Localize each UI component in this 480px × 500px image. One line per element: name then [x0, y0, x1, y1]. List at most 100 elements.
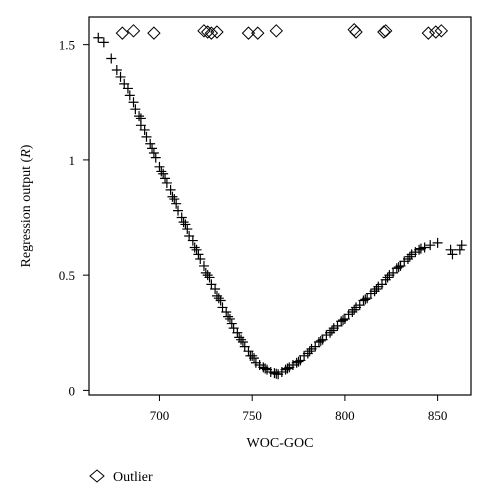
- plus-point: [221, 307, 232, 318]
- plus-point: [191, 244, 202, 255]
- plus-point: [130, 104, 141, 115]
- plus-point: [232, 327, 243, 338]
- plus-point: [147, 143, 158, 154]
- plus-point: [193, 249, 204, 260]
- plus-point: [415, 243, 426, 254]
- plus-point: [173, 205, 184, 216]
- plus-point: [106, 53, 117, 64]
- plus-point: [128, 97, 139, 108]
- x-tick-label: 700: [150, 408, 170, 423]
- plus-point: [210, 283, 221, 294]
- plus-point: [180, 219, 191, 230]
- plus-point: [167, 191, 178, 202]
- outlier-point: [197, 24, 211, 38]
- plus-point: [139, 124, 150, 135]
- plus-point: [226, 318, 237, 329]
- plus-point: [178, 217, 189, 228]
- plus-point: [161, 177, 172, 188]
- plus-point: [454, 244, 465, 255]
- outlier-point: [200, 25, 215, 39]
- plus-point: [360, 294, 371, 305]
- plus-point: [304, 346, 315, 357]
- plus-point: [447, 249, 458, 260]
- outlier-point: [269, 24, 283, 38]
- data-points: [93, 22, 467, 380]
- y-axis-title: Regression output (R): [19, 144, 34, 267]
- outlier-point: [210, 25, 224, 39]
- plus-point: [124, 90, 135, 101]
- x-tick-label: 750: [242, 408, 262, 423]
- outlier-point: [378, 24, 393, 38]
- plus-point: [247, 350, 258, 361]
- plus-point: [145, 138, 156, 149]
- plus-point: [282, 363, 293, 374]
- plus-point: [271, 368, 282, 379]
- outlier-point: [429, 25, 443, 39]
- plus-point: [150, 152, 161, 163]
- plus-point: [425, 240, 436, 251]
- plus-point: [98, 37, 109, 48]
- plus-point: [158, 168, 169, 179]
- plus-point: [456, 240, 467, 251]
- plus-point: [154, 161, 165, 172]
- plus-point: [213, 293, 224, 304]
- plot-frame: [88, 16, 472, 396]
- y-tick-label: 1.5: [59, 38, 75, 53]
- plus-point: [202, 270, 213, 281]
- plus-point: [414, 244, 425, 255]
- plus-point: [198, 260, 209, 271]
- plus-point: [134, 111, 145, 122]
- plus-point: [111, 65, 122, 76]
- outlier-point: [204, 26, 219, 40]
- plus-point: [382, 272, 393, 283]
- plus-point: [122, 83, 133, 94]
- plus-point: [432, 237, 443, 248]
- plus-point: [187, 235, 198, 246]
- legend: Outlier: [89, 469, 153, 485]
- plus-point: [237, 336, 248, 347]
- y-tick-label: 0.5: [59, 268, 75, 283]
- plus-point: [260, 363, 271, 374]
- x-tick-label: 850: [428, 408, 448, 423]
- outlier-point: [434, 24, 449, 38]
- plus-point: [160, 173, 171, 184]
- legend-diamond-marker: [89, 469, 105, 483]
- plus-point: [141, 131, 152, 142]
- y-axis-ticks: 0 0.5 1 1.5: [59, 38, 89, 398]
- y-tick-label: 1: [69, 153, 76, 168]
- outlier-point: [347, 22, 361, 37]
- plus-point: [135, 113, 146, 124]
- outlier-point: [349, 25, 363, 39]
- plus-point: [236, 334, 247, 345]
- plus-point: [326, 325, 337, 336]
- plus-point: [224, 313, 235, 324]
- plus-point: [195, 254, 206, 265]
- plus-point: [223, 311, 234, 322]
- outlier-point: [115, 26, 130, 40]
- plus-point: [148, 147, 159, 158]
- plus-point: [315, 335, 326, 346]
- plus-point: [156, 166, 167, 177]
- outlier-point: [126, 24, 141, 38]
- outlier-point: [421, 26, 436, 40]
- x-axis-ticks: 700 750 800 850: [150, 395, 448, 423]
- plus-point: [349, 304, 360, 315]
- plus-point: [169, 194, 180, 205]
- plus-point: [115, 71, 126, 82]
- plus-point: [215, 295, 226, 306]
- outlier-point: [147, 26, 161, 40]
- plus-point: [176, 212, 187, 223]
- plus-point: [182, 224, 193, 235]
- legend-label-outlier: Outlier: [113, 470, 153, 485]
- plus-point: [338, 315, 349, 326]
- x-axis-title: WOC-GOC: [247, 436, 314, 451]
- y-tick-label: 0: [69, 383, 76, 398]
- plus-point: [93, 32, 104, 43]
- plus-point: [189, 242, 200, 253]
- plus-point: [293, 356, 304, 367]
- outlier-point: [251, 26, 265, 40]
- plus-point: [404, 251, 415, 262]
- plus-point: [204, 272, 215, 283]
- plus-point: [445, 244, 456, 255]
